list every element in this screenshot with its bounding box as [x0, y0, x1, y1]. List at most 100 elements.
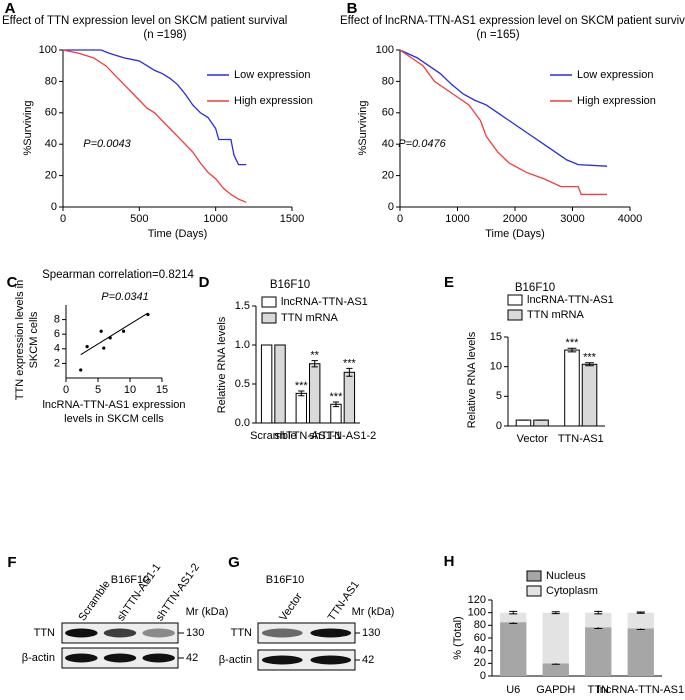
y-axis-label: Relative RNA levels: [216, 316, 228, 413]
x-tick-label: 0: [63, 384, 69, 396]
x-tick-label: 5: [95, 384, 101, 396]
row-label: TTN: [34, 627, 55, 639]
error-bar: [332, 401, 340, 408]
y-tick-label: 20: [45, 170, 57, 182]
annotation: P=0.0043: [83, 138, 131, 150]
y-tick-label: 100: [39, 44, 57, 56]
y-tick-label: 80: [474, 619, 486, 631]
chart-subtitle: (n =165): [476, 29, 519, 41]
lane-label: Vector: [277, 591, 305, 624]
blot-band: [261, 628, 303, 638]
legend-swatch: [507, 294, 523, 306]
y-tick-label: 8: [54, 314, 60, 326]
row-label: TTN: [231, 627, 252, 639]
y-axis-label: Relative RNA levels: [466, 331, 478, 428]
legend-label: Nucleus: [546, 570, 586, 582]
y-tick-label: 40: [474, 645, 486, 657]
x-tick-label: GAPDH: [536, 684, 575, 696]
x-tick-label: shTTN-AS1-2: [309, 430, 376, 442]
legend-label: Low expression: [577, 69, 653, 81]
error-bar: [346, 367, 353, 377]
mr-header: Mr (kDa): [186, 606, 229, 618]
x-axis-label: Time (Days): [148, 228, 207, 240]
bar-segment: [500, 612, 527, 623]
significance-label: ***: [330, 391, 344, 403]
panel-label: E: [444, 274, 454, 291]
y-tick-label: 10: [490, 361, 502, 373]
bar-segment: [542, 612, 569, 664]
survival-curve: [63, 49, 247, 166]
y-tick-label: 0: [496, 420, 502, 432]
y-tick-label: 20: [474, 657, 486, 669]
x-tick-label: 0: [60, 213, 66, 225]
x-tick-label: 0: [397, 213, 403, 225]
error-bar: [585, 362, 594, 367]
x-tick-label: 1000: [203, 213, 227, 225]
legend-swatch: [261, 312, 277, 324]
y-tick-label: 80: [382, 75, 394, 87]
y-axis-label: %Surviving: [22, 100, 34, 155]
y-tick-label: 1.0: [235, 339, 250, 351]
chart-subtitle: (n =198): [143, 29, 186, 41]
point: [146, 312, 150, 317]
error-bar: [311, 360, 318, 368]
x-tick-label: Scramble: [250, 430, 296, 442]
y-axis-label: TTN expression levels in: [14, 280, 26, 400]
trend-line: [80, 312, 149, 356]
panel-label: A: [5, 0, 16, 17]
row-label: β-actin: [22, 652, 55, 664]
chart-title: Effect of lncRNA-TTN-AS1 expression leve…: [340, 15, 685, 27]
bar-segment: [585, 612, 612, 628]
x-tick-label: 1000: [445, 213, 469, 225]
legend-label: High expression: [234, 95, 313, 107]
x-tick-label: TTN-AS1: [558, 433, 604, 445]
y-tick-label: 0: [480, 670, 486, 682]
y-tick-label: 15: [490, 331, 502, 343]
bar-segment: [627, 628, 654, 676]
bar: [274, 344, 286, 424]
y-tick-label: 80: [45, 75, 57, 87]
y-tick-label: 100: [468, 607, 486, 619]
chart-title: Effect of TTN expression level on SKCM p…: [2, 15, 287, 27]
legend-label: lncRNA-TTN-AS1: [281, 296, 368, 308]
annotation: P=0.0341: [101, 291, 148, 303]
x-tick-label: 4000: [618, 213, 642, 225]
blot-band: [310, 628, 352, 638]
legend-swatch: [526, 570, 542, 582]
legend-swatch: [507, 309, 523, 321]
error-bar: [551, 611, 560, 615]
x-tick-label: 1500: [280, 213, 304, 225]
blot-band: [261, 655, 303, 665]
bar-segment: [585, 627, 612, 676]
lane-label: Scramble: [76, 578, 112, 623]
y-tick-label: 20: [382, 170, 394, 182]
bar: [564, 349, 580, 427]
blot-band: [65, 628, 98, 638]
legend-label: TTN mRNA: [281, 312, 338, 324]
blot-band: [65, 653, 98, 663]
bar-segment: [500, 622, 527, 676]
point: [99, 329, 103, 333]
legend-label: High expression: [577, 95, 656, 107]
y-tick-label: 6: [54, 328, 60, 340]
x-tick-label: shTTN-AS1-1: [274, 430, 341, 442]
point: [108, 336, 112, 340]
y-axis-label: %Surviving: [357, 100, 369, 155]
panel-label: G: [228, 554, 240, 571]
error-bar: [298, 390, 305, 397]
mr-header: Mr (kDa): [352, 606, 395, 618]
bar: [343, 371, 356, 424]
bar-segment: [627, 612, 654, 629]
x-tick-label: 10: [124, 384, 136, 396]
mr-label: 42: [186, 652, 198, 664]
chart-title: B16F10: [515, 282, 555, 294]
y-tick-label: 1.5: [235, 300, 250, 312]
y-tick-label: 0.5: [235, 378, 250, 390]
y-tick-label: 40: [45, 138, 57, 150]
legend-label: Cytoplasm: [546, 585, 598, 597]
survival-curve: [62, 49, 247, 203]
x-tick-label: U6: [506, 684, 520, 696]
blot-title: B16F10: [266, 574, 305, 586]
